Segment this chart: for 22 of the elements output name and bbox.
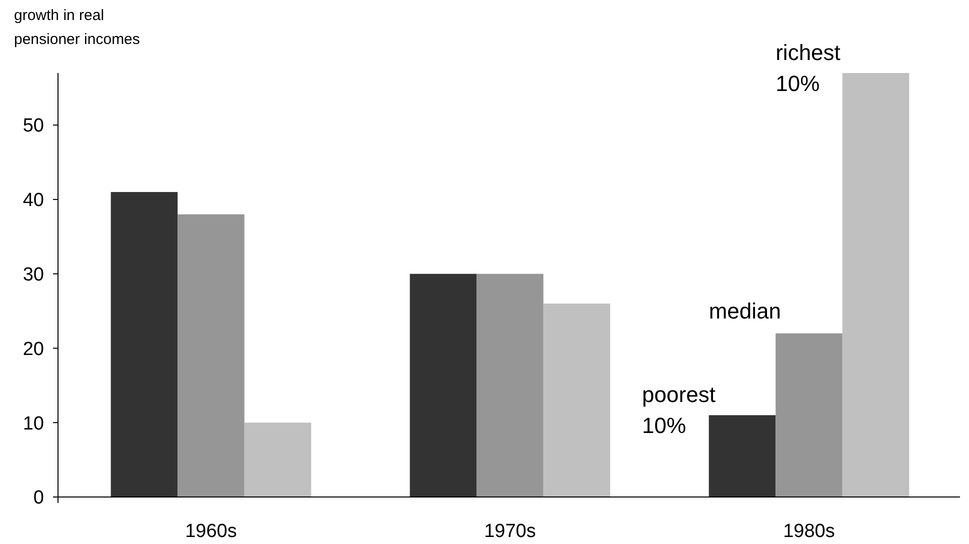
- bar: [244, 422, 312, 497]
- y-tick-label: 0: [33, 488, 44, 509]
- series-label: richest 10%: [776, 40, 840, 96]
- bar: [776, 333, 842, 497]
- bar: [410, 274, 477, 497]
- bar: [842, 73, 910, 497]
- y-tick-label: 10: [22, 413, 44, 434]
- y-tick-label: 40: [22, 190, 44, 212]
- bar: [476, 274, 544, 497]
- y-tick-label: 30: [22, 264, 44, 286]
- x-tick-label: 1960s: [185, 521, 237, 542]
- bar: [708, 415, 776, 497]
- y-axis-title: growth in real pensioner incomes: [14, 7, 140, 48]
- y-tick-label: 20: [22, 338, 44, 360]
- bar: [543, 304, 610, 497]
- bar: [110, 192, 178, 497]
- series-label: poorest 10%: [642, 382, 716, 438]
- bar: [178, 214, 244, 497]
- x-tick-label: 1980s: [783, 521, 835, 542]
- y-tick-label: 50: [22, 116, 44, 137]
- series-label: median: [708, 298, 781, 324]
- x-tick-label: 1970s: [484, 521, 536, 542]
